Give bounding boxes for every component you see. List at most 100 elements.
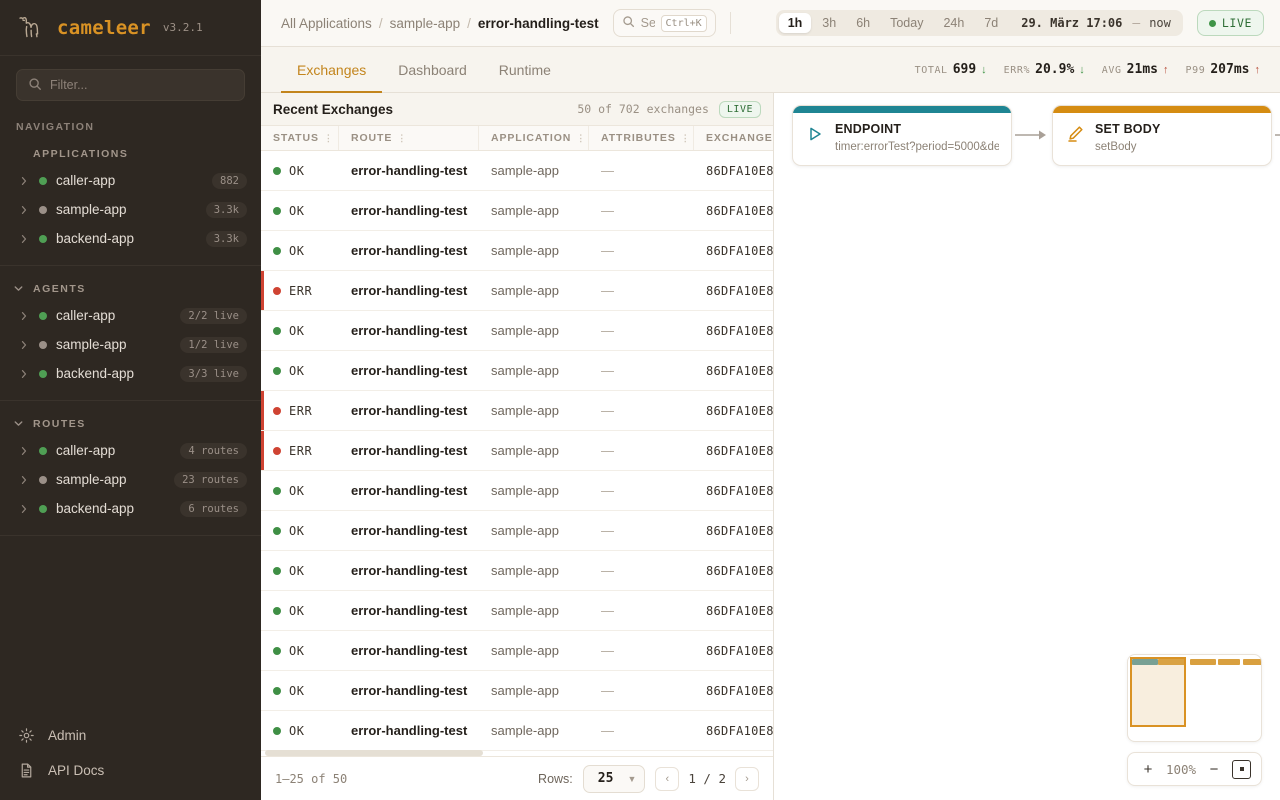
sidebar-item-routes-backend-app[interactable]: backend-app 6 routes [0,494,261,523]
zoom-out-button[interactable]: − [1209,760,1219,778]
group-title: ROUTES [33,417,86,430]
time-range-from[interactable]: 29. März 17:06 [1021,16,1123,30]
sort-icon: ⋮ [680,132,691,143]
table-row[interactable]: OK error-handling-test sample-app — 86DFA10E… [261,711,773,751]
table-row[interactable]: OK error-handling-test sample-app — 86DFA10E… [261,671,773,711]
cell-status: OK [261,244,339,258]
breadcrumb-all-applications[interactable]: All Applications [281,15,372,31]
status-badge: OK [273,684,304,698]
column-header-status[interactable]: STATUS ⋮ [261,126,339,150]
table-row[interactable]: OK error-handling-test sample-app — 86DFA10E… [261,191,773,231]
cell-exchange-id: 86DFA10E8D [706,443,773,458]
cell-exchange-id: 86DFA10E8D [706,643,773,658]
status-badge-live: LIVE [718,100,761,118]
flow-node-set-body[interactable]: SET BODY setBody [1052,105,1272,166]
breadcrumb-separator: / [467,15,471,31]
status-dot [273,606,281,615]
zoom-in-button[interactable]: + [1143,760,1153,778]
filter-box[interactable] [16,69,245,101]
table-row[interactable]: OK error-handling-test sample-app — 86DFA10E… [261,471,773,511]
cell-status: OK [261,564,339,578]
status-label: OK [289,243,305,258]
status-badge: OK [273,164,304,178]
sidebar-item-label: backend-app [56,231,135,246]
minimap-viewport[interactable] [1130,657,1186,727]
table-row[interactable]: OK error-handling-test sample-app — 86DFA10E… [261,551,773,591]
cell-application: sample-app [491,523,559,538]
table-row[interactable]: OK error-handling-test sample-app — 86DFA10E… [261,511,773,551]
sidebar-item-applications-sample-app[interactable]: sample-app 3.3k [0,195,261,224]
tab-dashboard[interactable]: Dashboard [398,61,467,78]
cell-exchange-id: 86DFA10E8D [706,483,773,498]
status-label: OK [289,363,305,378]
chevron-down-icon: ▼ [627,773,637,784]
filter-input[interactable] [50,78,233,92]
breadcrumb-sample-app[interactable]: sample-app [389,15,461,31]
cell-route: error-handling-test [351,563,468,578]
prev-page-button[interactable]: ‹ [655,766,680,791]
flow-node-endpoint[interactable]: ENDPOINT timer:errorTest?period=5000&del… [792,105,1012,166]
fit-view-button[interactable] [1232,759,1251,779]
tab-runtime[interactable]: Runtime [498,61,551,78]
sidebar-item-routes-sample-app[interactable]: sample-app 23 routes [0,465,261,494]
cell-attributes: — [601,523,614,538]
status-label: OK [289,203,305,218]
table-row[interactable]: OK error-handling-test sample-app — 86DFA10E… [261,631,773,671]
zoom-controls: + 100% − [1127,752,1262,786]
range-today[interactable]: Today [890,16,924,30]
table-row[interactable]: OK error-handling-test sample-app — 86DFA10E… [261,231,773,271]
divider [0,400,261,401]
cell-exchange-id: 86DFA10E8D [706,403,773,418]
range-7d[interactable]: 7d [984,16,999,30]
table-row[interactable]: OK error-handling-test sample-app — 86DFA10E… [261,151,773,191]
group-header-agents[interactable]: AGENTS [0,274,261,301]
column-header-application[interactable]: APPLICATION ⋮ [479,126,589,150]
node-title: ENDPOINT [835,122,902,136]
node-subtitle: timer:errorTest?period=5000&dela [835,140,999,153]
time-range-to[interactable]: now [1149,16,1171,30]
table-row[interactable]: ERR error-handling-test sample-app — 86DFA10… [261,391,773,431]
sidebar-item-api-docs[interactable]: API Docs [0,753,261,788]
sidebar: cameleer v3.2.1 NAVIGATION APPLICATIONS [0,0,261,800]
minimap-node [1158,659,1186,665]
sidebar-item-applications-backend-app[interactable]: backend-app 3.3k [0,224,261,253]
pagination: ‹ 1 / 2 › [655,766,759,791]
column-header-attributes[interactable]: ATTRIBUTES ⋮ [589,126,694,150]
sidebar-item-agents-backend-app[interactable]: backend-app 3/3 live [0,359,261,388]
status-label: OK [289,683,305,698]
group-header-routes[interactable]: ROUTES [0,409,261,436]
sidebar-item-agents-caller-app[interactable]: caller-app 2/2 live [0,301,261,330]
column-header-route[interactable]: ROUTE ⋮ [339,126,479,150]
range-6h[interactable]: 6h [856,16,871,30]
horizontal-scrollbar[interactable] [265,750,483,756]
breadcrumb-current: error-handling-test [477,15,599,31]
metric-avg: AVG 21ms ↑ [1102,62,1169,77]
range-24h[interactable]: 24h [943,16,965,30]
table-row[interactable]: ERR error-handling-test sample-app — 86DFA10… [261,271,773,311]
tab-exchanges[interactable]: Exchanges [281,47,383,93]
logo[interactable]: cameleer v3.2.1 [0,0,261,56]
route-graph-canvas[interactable]: ENDPOINT timer:errorTest?period=5000&del… [774,93,1280,800]
table-row[interactable]: OK error-handling-test sample-app — 86DFA10E… [261,591,773,631]
divider [729,12,731,34]
minimap[interactable] [1127,654,1262,742]
cell-attributes: — [601,163,614,178]
column-header-exchange[interactable]: EXCHANGE [694,126,814,150]
live-toggle-button[interactable]: LIVE [1196,10,1264,36]
table-row[interactable]: OK error-handling-test sample-app — 86DFA10E… [261,311,773,351]
table-row[interactable]: ERR error-handling-test sample-app — 86DFA10… [261,431,773,471]
next-page-button[interactable]: › [735,766,759,791]
sidebar-item-admin[interactable]: Admin [0,718,261,753]
sidebar-item-routes-caller-app[interactable]: caller-app 4 routes [0,436,261,465]
sidebar-item-applications-caller-app[interactable]: caller-app 882 [0,166,261,195]
cell-route: error-handling-test [351,203,468,218]
search-input[interactable]: Se… Ctrl+K [612,9,716,37]
group-header-applications[interactable]: APPLICATIONS [0,139,261,166]
range-3h[interactable]: 3h [822,16,837,30]
cell-application: sample-app [491,323,559,338]
sidebar-item-agents-sample-app[interactable]: sample-app 1/2 live [0,330,261,359]
table-row[interactable]: OK error-handling-test sample-app — 86DFA10E… [261,351,773,391]
rows-per-page-select[interactable]: 25 ▼ [582,764,646,793]
range-1h[interactable]: 1h [778,13,812,33]
status-label: OK [289,723,305,738]
